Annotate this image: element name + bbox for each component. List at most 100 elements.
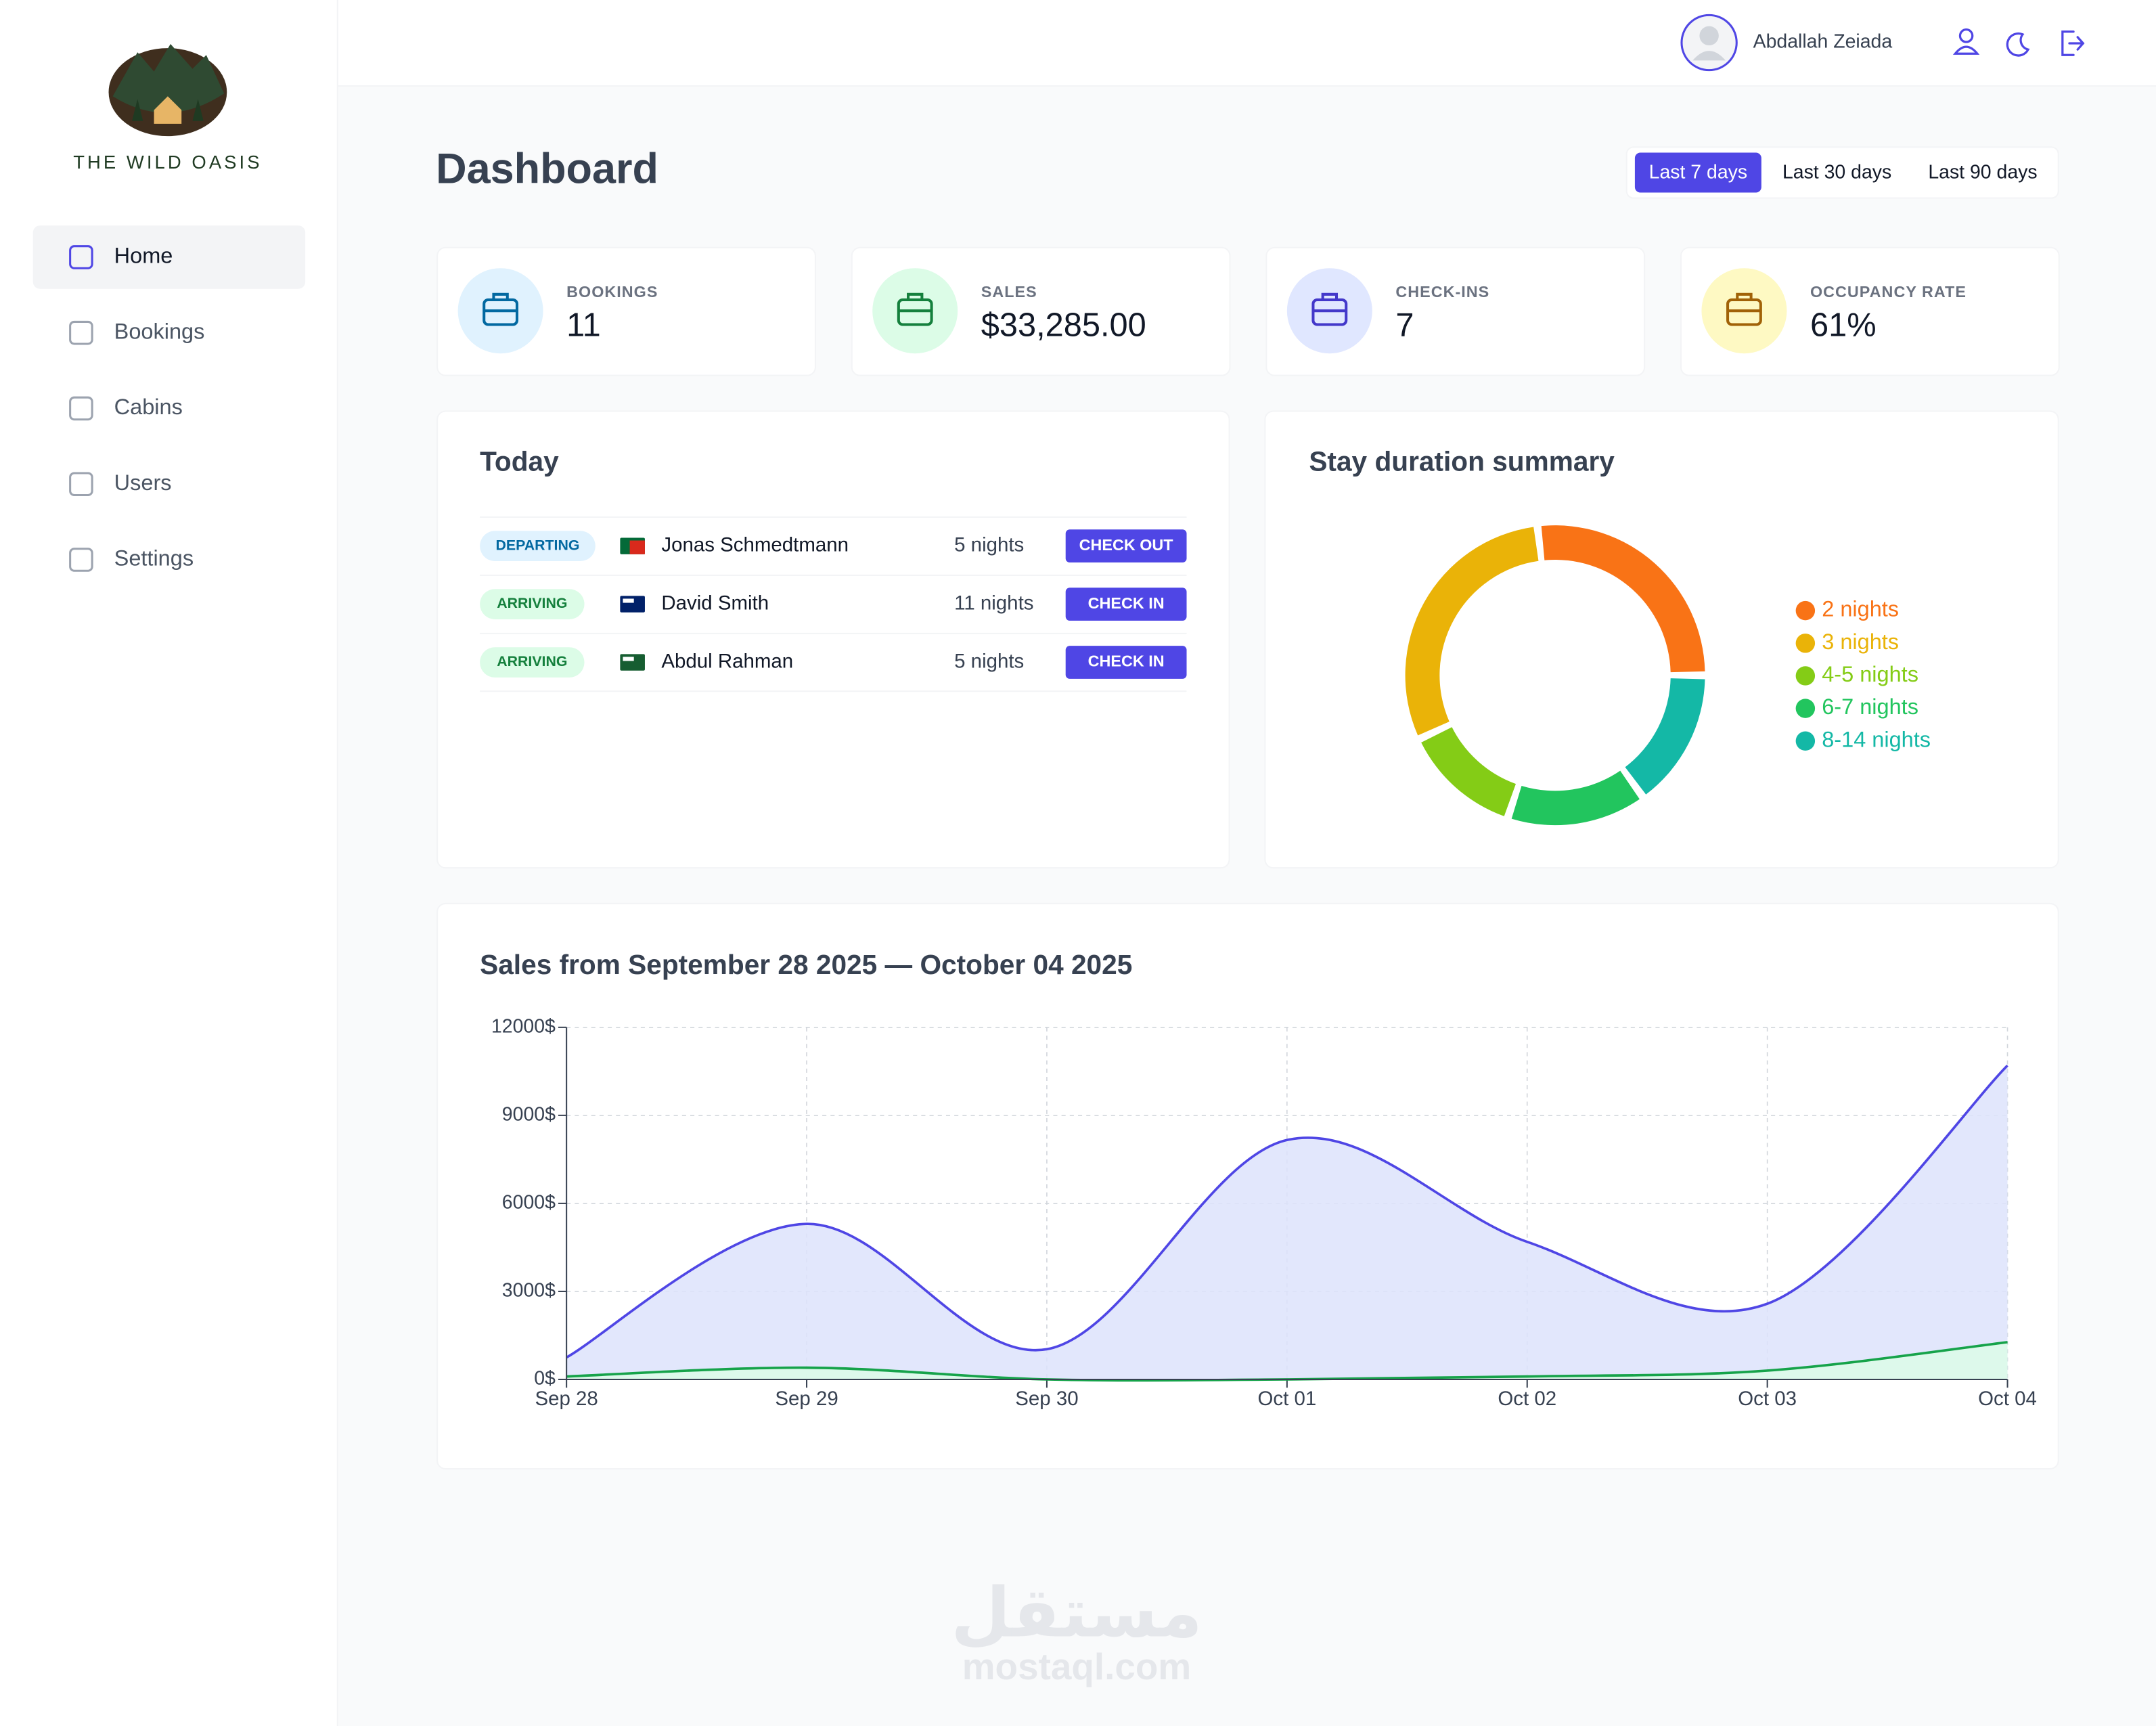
donut-segment	[1541, 525, 1705, 673]
legend-swatch	[1795, 731, 1816, 751]
x-tick-label: Sep 30	[1015, 1388, 1078, 1410]
avatar[interactable]	[1680, 14, 1738, 72]
stat-label: OCCUPANCY RATE	[1810, 283, 1967, 301]
brand-name: THE WILD OASIS	[73, 152, 262, 173]
dark-mode-button[interactable]	[2006, 32, 2030, 57]
legend-swatch	[1795, 699, 1816, 718]
x-tick-label: Oct 02	[1498, 1388, 1556, 1410]
stat-icon-handle	[484, 292, 517, 313]
x-tick-label: Oct 03	[1738, 1388, 1797, 1410]
stat-label: SALES	[981, 283, 1037, 301]
filter-label: Last 7 days	[1649, 162, 1747, 183]
watermark-latin: mostaql.com	[962, 1645, 1191, 1687]
legend-label: 4-5 nights	[1822, 662, 1918, 686]
x-tick-label: Oct 04	[1978, 1388, 2037, 1410]
donut-segment	[1625, 678, 1705, 795]
today-title: Today	[480, 445, 559, 477]
guest-name: Jonas Schmedtmann	[661, 533, 849, 556]
area-line	[566, 1064, 2008, 1359]
action-button[interactable]: CHECK IN	[1065, 588, 1187, 621]
nav-label: Bookings	[114, 319, 205, 343]
stat-value: $33,285.00	[981, 307, 1146, 343]
filter-button[interactable]: Last 90 days	[1928, 162, 2037, 183]
chart-title: Stay duration summary	[1309, 445, 1615, 477]
page-title: Dashboard	[436, 146, 658, 193]
x-tick-label: Sep 28	[535, 1388, 598, 1410]
y-tick-label: 9000$	[502, 1103, 556, 1125]
nav-icon	[69, 548, 93, 572]
watermark-arabic: مستقل	[951, 1572, 1202, 1652]
nav-item[interactable]: Settings	[69, 546, 194, 572]
stat-card	[1680, 246, 2060, 376]
stat-value: 7	[1395, 307, 1414, 343]
user-name: Abdallah Zeiada	[1753, 31, 1893, 53]
legend-label: 6-7 nights	[1822, 694, 1918, 719]
filter-button[interactable]: Last 7 days	[1634, 152, 1761, 193]
filter-label: Last 30 days	[1782, 162, 1891, 183]
guest-name: David Smith	[661, 592, 769, 614]
status-label: ARRIVING	[497, 595, 567, 611]
stat-card	[851, 246, 1231, 376]
nav-label: Settings	[114, 546, 194, 571]
guest-name: Abdul Rahman	[661, 650, 793, 672]
donut-segment	[1511, 770, 1640, 826]
donut-segment	[1421, 727, 1517, 816]
nav-item[interactable]: Home	[32, 225, 306, 289]
legend-label: 2 nights	[1822, 597, 1899, 621]
status-label: DEPARTING	[495, 537, 579, 553]
nav-item[interactable]: Cabins	[69, 395, 183, 421]
nav-icon	[69, 396, 93, 421]
action-bg	[1065, 646, 1187, 679]
flag	[620, 596, 645, 613]
stay-card	[1264, 410, 2059, 869]
header	[338, 0, 2156, 85]
action-label: CHECK IN	[1088, 652, 1165, 670]
status-badge	[480, 589, 585, 619]
nights: 5 nights	[954, 533, 1024, 556]
today-card	[436, 410, 1230, 869]
stat-value: 11	[566, 307, 601, 343]
action-label: CHECK OUT	[1079, 536, 1174, 554]
stat-label: BOOKINGS	[566, 283, 658, 301]
y-tick-label: 3000$	[502, 1279, 556, 1301]
nav-label: Home	[114, 244, 173, 268]
nav-label: Users	[114, 470, 172, 495]
nav-item[interactable]: Users	[69, 470, 172, 496]
status-badge	[480, 531, 596, 562]
action-button[interactable]: CHECK OUT	[1065, 529, 1187, 563]
stat-value: 61%	[1810, 307, 1877, 343]
flag-detail	[623, 598, 634, 603]
donut-segment	[1405, 527, 1539, 736]
action-button[interactable]: CHECK IN	[1065, 646, 1187, 679]
y-tick-label: 0$	[534, 1367, 556, 1389]
logout-button[interactable]	[2061, 30, 2085, 56]
logo	[108, 44, 227, 137]
status-badge	[480, 647, 585, 678]
stat-label: CHECK-INS	[1395, 283, 1489, 301]
stat-icon-handle	[1728, 292, 1761, 313]
filter-label: Last 90 days	[1928, 162, 2037, 183]
flag-detail	[629, 540, 645, 554]
filter-active-bg	[1634, 152, 1761, 193]
account-button[interactable]	[1952, 28, 1980, 55]
stat-card	[1265, 246, 1646, 376]
status-label: ARRIVING	[497, 653, 567, 669]
chart-title: Sales from September 28 2025 — October 0…	[480, 949, 1132, 980]
x-tick-label: Sep 29	[775, 1388, 838, 1410]
legend-label: 8-14 nights	[1822, 727, 1931, 751]
nav-label: Cabins	[114, 395, 183, 419]
legend-swatch	[1795, 634, 1816, 653]
action-label: CHECK IN	[1088, 594, 1165, 612]
nav-icon	[69, 472, 93, 496]
nav-active-bg	[32, 225, 306, 289]
area-fill	[566, 1065, 2008, 1379]
area-fill	[566, 1342, 2008, 1381]
legend-swatch	[1795, 666, 1816, 686]
action-bg	[1065, 529, 1187, 563]
nav-icon	[69, 320, 93, 345]
nav-item[interactable]: Bookings	[69, 319, 205, 345]
filter-button[interactable]: Last 30 days	[1782, 162, 1891, 183]
stat-icon-handle	[898, 292, 932, 313]
